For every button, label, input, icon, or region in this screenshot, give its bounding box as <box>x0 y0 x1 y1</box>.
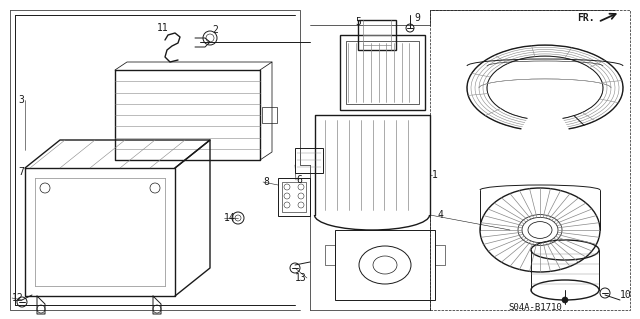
Text: S04A-B1710: S04A-B1710 <box>508 303 562 313</box>
Bar <box>295 148 323 173</box>
Text: 11: 11 <box>157 23 169 33</box>
Text: 13: 13 <box>295 273 307 283</box>
Bar <box>335 230 435 300</box>
Text: 4: 4 <box>438 210 444 220</box>
Bar <box>358 20 396 50</box>
Text: 12: 12 <box>12 293 24 303</box>
Text: 1: 1 <box>432 170 438 180</box>
Bar <box>340 35 425 110</box>
Text: 6: 6 <box>296 175 302 185</box>
Bar <box>430 10 630 310</box>
Text: 5: 5 <box>355 17 361 27</box>
Bar <box>278 178 310 216</box>
Text: 10: 10 <box>620 290 632 300</box>
Bar <box>435 245 445 265</box>
Bar <box>262 107 277 123</box>
Text: FR.: FR. <box>577 13 595 23</box>
Circle shape <box>562 297 568 303</box>
Text: 2: 2 <box>212 25 218 35</box>
Bar <box>346 41 419 104</box>
Bar <box>325 245 335 265</box>
Text: 14: 14 <box>224 213 236 223</box>
Text: 3: 3 <box>18 95 24 105</box>
Text: 9: 9 <box>414 13 420 23</box>
Bar <box>282 182 306 212</box>
Text: 8: 8 <box>263 177 269 187</box>
Text: 7: 7 <box>18 167 24 177</box>
